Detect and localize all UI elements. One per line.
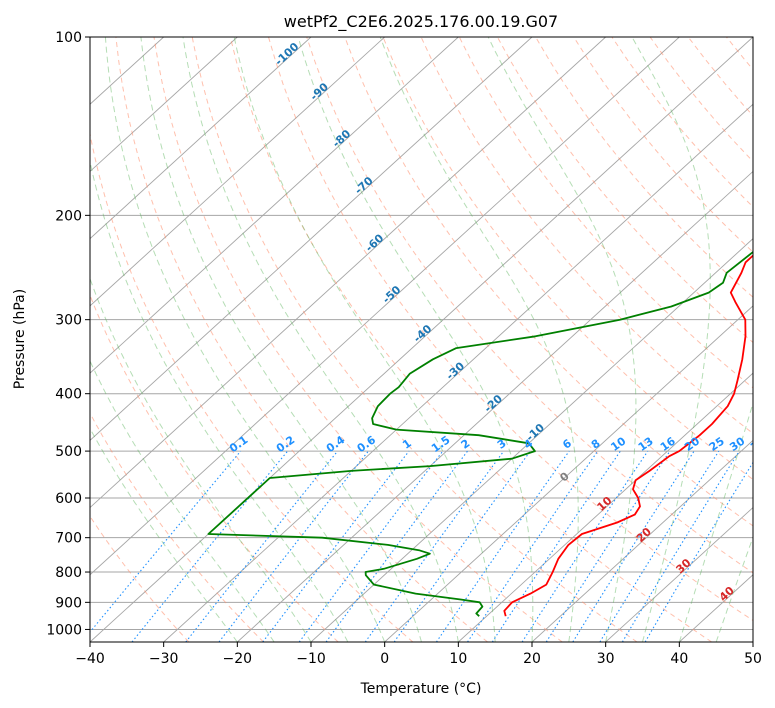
isobar-gridlines	[90, 37, 753, 630]
x-axis-label: Temperature (°C)	[360, 681, 482, 697]
y-axis-label: Pressure (hPa)	[12, 289, 28, 389]
mixing-ratio-label: 36	[748, 434, 768, 454]
isotherm-line	[90, 37, 533, 441]
y-tick-label: 500	[55, 444, 82, 460]
isotherm-line	[605, 506, 753, 642]
isotherm-line	[90, 37, 312, 240]
dry-adiabat-line	[153, 37, 563, 642]
dewpoint-profile-line	[207, 250, 753, 617]
moist-adiabat-line	[90, 359, 275, 642]
moist-adiabat-line	[104, 37, 386, 642]
isotherm-line	[310, 238, 753, 642]
mixing-ratio-line	[364, 450, 505, 642]
temperature-profile-line	[503, 254, 753, 617]
dry-adiabat-line	[229, 37, 712, 642]
x-tick-label: 30	[597, 651, 615, 667]
dry-adiabat-line	[191, 37, 638, 642]
mixing-ratio-line	[90, 450, 242, 633]
isotherm-line	[531, 439, 753, 642]
y-tick-label: 100	[55, 30, 82, 46]
moist-adiabat-line	[182, 37, 459, 642]
dry-adiabat-line	[496, 37, 753, 344]
y-tick-label: 700	[55, 531, 82, 547]
moist-adiabat-line	[90, 158, 349, 642]
moist-adiabat-line	[297, 37, 534, 642]
y-tick-label: 900	[55, 595, 82, 611]
x-tick-label: −10	[296, 651, 326, 667]
y-tick-label: 600	[55, 491, 82, 507]
moist-adiabat-line	[678, 401, 753, 642]
isotherm-line	[90, 37, 606, 509]
isotherm-line	[90, 37, 459, 374]
dry-adiabat-line	[344, 37, 753, 527]
y-tick-label: 800	[55, 565, 82, 581]
mixing-ratio-line	[572, 450, 695, 642]
moist-adiabat-line	[233, 37, 496, 642]
x-tick-label: 10	[449, 651, 467, 667]
mixing-ratio-line	[435, 450, 570, 642]
mixing-ratio-line	[545, 450, 671, 642]
moist-adiabat-line	[90, 427, 238, 642]
moist-adiabat-line	[90, 277, 312, 642]
mixing-ratio-line	[621, 450, 740, 642]
dry-adiabat-line	[90, 515, 190, 642]
dry-adiabat-line	[458, 37, 753, 389]
mixing-ratio-line	[325, 450, 468, 642]
moist-adiabat-line	[140, 37, 422, 642]
y-tick-label: 300	[55, 313, 82, 329]
mixing-ratio-line	[467, 450, 599, 642]
isotherm-line	[90, 37, 385, 307]
x-tick-label: −40	[75, 651, 105, 667]
dry-adiabat-line	[90, 293, 339, 642]
x-tick-label: 20	[523, 651, 541, 667]
moist-adiabat-line	[715, 535, 753, 642]
y-tick-label: 200	[55, 208, 82, 224]
chart-title: wetPf2_C2E6.2025.176.00.19.G07	[284, 12, 558, 32]
dry-adiabat-line	[90, 412, 264, 642]
x-tick-label: 50	[744, 651, 762, 667]
dry-adiabat-line	[268, 37, 753, 622]
x-tick-label: −20	[223, 651, 253, 667]
mixing-ratio-line	[491, 450, 621, 642]
dry-adiabat-line	[115, 37, 488, 642]
dry-adiabat-line	[306, 37, 753, 574]
x-tick-label: 40	[670, 651, 688, 667]
profile-series	[207, 250, 753, 617]
isotherm-line	[90, 37, 753, 642]
mixing-ratio-lines	[90, 450, 753, 642]
isotherm-line	[90, 37, 238, 173]
x-axis-ticks: −40 −30 −20 −10 0 10 20 30 40 50	[75, 642, 762, 667]
y-tick-label: 1000	[46, 622, 82, 638]
moist-adiabat-line	[631, 37, 711, 642]
isotherm-line	[384, 305, 753, 642]
mixing-ratio-line	[185, 450, 339, 642]
y-axis-ticks: 100 200 300 400 500 600 700 800 900 1000	[46, 30, 90, 638]
isotherm-line	[458, 372, 753, 642]
mixing-ratio-line	[131, 450, 289, 642]
x-tick-label: −30	[149, 651, 179, 667]
mixing-ratio-line	[393, 450, 531, 642]
moist-adiabat-lines	[90, 37, 753, 642]
y-tick-label: 400	[55, 387, 82, 403]
moist-adiabat-line	[487, 37, 637, 642]
plot-frame	[89, 36, 754, 643]
plot-area: -100-90-80-70-60-50-40-30-20-10010203040…	[90, 37, 768, 642]
mixing-ratio-line	[262, 450, 410, 642]
mixing-ratio-line	[521, 450, 649, 642]
isotherm-line	[163, 103, 753, 642]
x-tick-label: 0	[380, 651, 389, 667]
moist-adiabat-line	[379, 37, 579, 642]
mixing-ratio-line	[298, 450, 444, 642]
isotherm-line	[90, 37, 680, 576]
